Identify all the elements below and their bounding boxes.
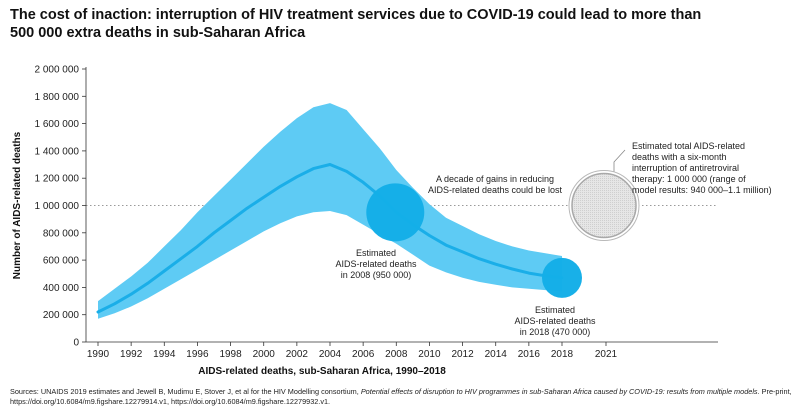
- x-tick-label: 2016: [518, 349, 541, 360]
- y-tick-label: 1 200 000: [35, 174, 80, 185]
- x-tick-label: 2004: [319, 349, 342, 360]
- x-tick-label: 2012: [451, 349, 474, 360]
- label-2008: in 2008 (950 000): [341, 270, 412, 280]
- x-tick-label: 2006: [352, 349, 375, 360]
- label-2021: interruption of antiretroviral: [632, 163, 739, 173]
- y-tick-label: 0: [73, 338, 79, 349]
- x-axis-title: AIDS-related deaths, sub-Saharan Africa,…: [198, 366, 446, 377]
- data-point: [96, 310, 100, 314]
- uncertainty-band: [98, 103, 562, 319]
- chart-title: The cost of inaction: interruption of HI…: [10, 6, 790, 42]
- x-tick-label: 1996: [186, 349, 209, 360]
- x-tick-label: 1998: [219, 349, 242, 360]
- callout-line-2021: [613, 149, 626, 172]
- x-tick-label: 2014: [485, 349, 508, 360]
- data-point: [461, 250, 464, 254]
- data-point: [477, 257, 481, 260]
- x-tick-label: 2018: [551, 349, 574, 360]
- data-point: [361, 181, 365, 184]
- data-point: [146, 282, 149, 285]
- highlight-circle-2018: [542, 257, 582, 298]
- data-point: [129, 293, 133, 296]
- sources-italic-title: Potential effects of disruption to HIV p…: [360, 387, 760, 396]
- x-tick-label: 1994: [153, 349, 176, 360]
- data-point: [295, 175, 299, 179]
- data-point: [511, 267, 514, 271]
- label-2018: Estimated: [535, 305, 575, 315]
- highlight-circle-2008: [366, 183, 425, 242]
- data-point: [113, 302, 116, 305]
- label-2008: Estimated: [356, 248, 396, 258]
- label-2018: AIDS-related deaths: [514, 316, 596, 326]
- data-point: [279, 185, 282, 188]
- chart-title-line-2: 500 000 extra deaths in sub-Saharan Afri…: [10, 25, 306, 41]
- sources-suffix: Pre-print, https://doi.org/10.6084/m9.fi…: [10, 387, 792, 406]
- y-axis-title: Number of AIDS-related deaths: [12, 131, 23, 279]
- hiv-deaths-chart: 0 200 000 400 000 600 000 800 000 1 000 000 1 …: [12, 65, 772, 378]
- y-tick-label: 600 000: [43, 256, 80, 267]
- label-layer: Number of AIDS-related deaths AIDS-relate…: [12, 131, 772, 377]
- chart-title-line-1: The cost of inaction: interruption of HI…: [10, 7, 702, 23]
- data-point: [312, 167, 315, 170]
- x-tick-label: 2008: [385, 349, 408, 360]
- data-point: [163, 269, 166, 273]
- y-tick-label: 1 400 000: [35, 146, 80, 157]
- data-point: [345, 170, 348, 173]
- x-tick-label: 1992: [120, 349, 143, 360]
- label-2021: therapy: 1 000 000 (range of: [632, 174, 746, 184]
- data-point: [444, 243, 448, 247]
- annotation-decade-of-gains: A decade of gains in reducing: [436, 174, 554, 184]
- y-tick-label: 1 000 000: [35, 201, 80, 212]
- sources-note: Sources: UNAIDS 2019 estimates and Jewel…: [10, 387, 795, 407]
- label-2008: AIDS-related deaths: [335, 259, 417, 269]
- data-point: [229, 219, 232, 222]
- data-point: [179, 257, 183, 260]
- label-2018: in 2018 (470 000): [520, 327, 591, 337]
- label-2021: model results: 940 000–1.1 million): [632, 185, 772, 195]
- highlight-circle-2021-inner: [571, 172, 637, 239]
- x-tick-label: 2010: [418, 349, 441, 360]
- y-tick-label: 1 600 000: [35, 119, 80, 130]
- data-point: [196, 245, 199, 248]
- label-2021: Estimated total AIDS-related: [632, 141, 745, 151]
- x-tick-label: 1990: [87, 349, 110, 360]
- y-tick-label: 1 800 000: [35, 92, 80, 103]
- y-tick-label: 2 000 000: [35, 65, 80, 76]
- x-tick-label: 2000: [253, 349, 276, 360]
- band-layer: [98, 103, 562, 319]
- sources-prefix: Sources: UNAIDS 2019 estimates and Jewel…: [10, 387, 361, 396]
- data-point: [328, 163, 332, 166]
- label-2021: deaths with a six-month: [632, 152, 727, 162]
- y-tick-label: 800 000: [43, 228, 80, 239]
- y-tick-label: 200 000: [43, 310, 80, 321]
- annotation-decade-of-gains: AIDS-related deaths could be lost: [428, 185, 563, 195]
- x-tick-label: 2002: [286, 349, 309, 360]
- data-point: [262, 196, 265, 199]
- x-tick-label: 2021: [595, 349, 618, 360]
- data-point: [212, 231, 216, 234]
- data-point: [494, 262, 497, 266]
- circle-layer: [366, 149, 640, 298]
- data-point: [428, 234, 431, 237]
- axis-layer: 0 200 000 400 000 600 000 800 000 1 000 000 1 …: [35, 65, 718, 360]
- data-point: [245, 207, 249, 210]
- y-tick-label: 400 000: [43, 283, 80, 294]
- data-point: [527, 271, 531, 275]
